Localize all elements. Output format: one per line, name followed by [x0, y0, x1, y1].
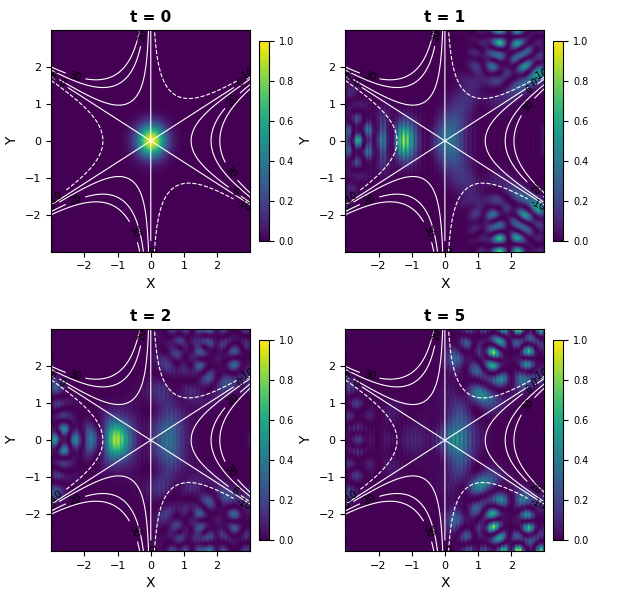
Text: 20: 20 [431, 28, 443, 42]
Text: 6: 6 [342, 369, 352, 381]
Text: -10: -10 [529, 196, 547, 213]
Text: 6: 6 [229, 485, 240, 497]
Text: 0: 0 [440, 246, 450, 252]
Text: 6: 6 [47, 369, 58, 381]
Text: 20: 20 [225, 92, 240, 108]
Text: -10: -10 [529, 496, 547, 512]
Text: 30: 30 [421, 224, 435, 239]
Title: t = 0: t = 0 [130, 10, 172, 25]
Text: -10: -10 [340, 489, 359, 506]
X-axis label: X: X [440, 277, 450, 291]
Text: 0: 0 [235, 377, 245, 389]
Text: -10: -10 [238, 367, 257, 383]
Text: 30: 30 [223, 164, 239, 180]
Text: 30: 30 [68, 370, 83, 382]
Text: -10: -10 [235, 196, 253, 213]
Y-axis label: Y: Y [5, 137, 19, 145]
Text: 30: 30 [127, 524, 141, 539]
Text: -10: -10 [47, 189, 65, 206]
Text: 20: 20 [431, 328, 443, 341]
Text: -10: -10 [532, 67, 550, 83]
Y-axis label: Y: Y [5, 436, 19, 444]
X-axis label: X: X [146, 277, 156, 291]
Text: 0: 0 [146, 546, 156, 552]
Text: 30: 30 [421, 524, 435, 539]
Text: 30: 30 [520, 99, 535, 114]
Text: 20: 20 [68, 193, 83, 207]
X-axis label: X: X [440, 576, 450, 591]
Text: 6: 6 [524, 84, 534, 96]
Text: -10: -10 [238, 67, 257, 83]
Text: 30: 30 [127, 224, 141, 239]
Text: 0: 0 [146, 246, 156, 252]
Text: 20: 20 [362, 493, 377, 507]
Text: 6: 6 [47, 200, 58, 212]
Text: 0: 0 [529, 377, 540, 389]
Text: -10: -10 [235, 496, 253, 512]
Text: 30: 30 [68, 70, 83, 83]
Text: -10: -10 [532, 367, 550, 383]
Title: t = 5: t = 5 [424, 309, 465, 324]
Text: 30: 30 [520, 398, 535, 414]
Text: 0: 0 [350, 377, 361, 389]
Text: 6: 6 [524, 383, 534, 395]
Text: 20: 20 [137, 328, 148, 341]
Text: 20: 20 [68, 493, 83, 507]
Text: -10: -10 [340, 189, 359, 206]
Text: 6: 6 [47, 70, 58, 81]
Text: 20: 20 [225, 392, 240, 408]
Text: 6: 6 [342, 200, 352, 212]
Text: -10: -10 [47, 489, 65, 506]
Text: 20: 20 [527, 181, 543, 197]
Text: 6: 6 [342, 70, 352, 81]
Text: 6: 6 [342, 500, 352, 511]
Text: 30: 30 [223, 463, 239, 479]
Text: 30: 30 [362, 70, 377, 83]
Text: 0: 0 [440, 546, 450, 552]
Title: t = 2: t = 2 [130, 309, 172, 324]
Text: 0: 0 [350, 77, 361, 89]
Y-axis label: Y: Y [300, 436, 314, 444]
Text: 20: 20 [362, 193, 377, 207]
Text: 20: 20 [137, 28, 148, 42]
X-axis label: X: X [146, 576, 156, 591]
Text: 0: 0 [235, 77, 245, 89]
Title: t = 1: t = 1 [424, 10, 465, 25]
Text: 6: 6 [229, 186, 240, 198]
Text: 0: 0 [529, 77, 540, 89]
Text: 0: 0 [56, 377, 67, 389]
Text: 6: 6 [47, 500, 58, 511]
Text: 0: 0 [56, 77, 67, 89]
Text: 20: 20 [527, 481, 543, 497]
Text: 30: 30 [362, 370, 377, 382]
Y-axis label: Y: Y [300, 137, 314, 145]
